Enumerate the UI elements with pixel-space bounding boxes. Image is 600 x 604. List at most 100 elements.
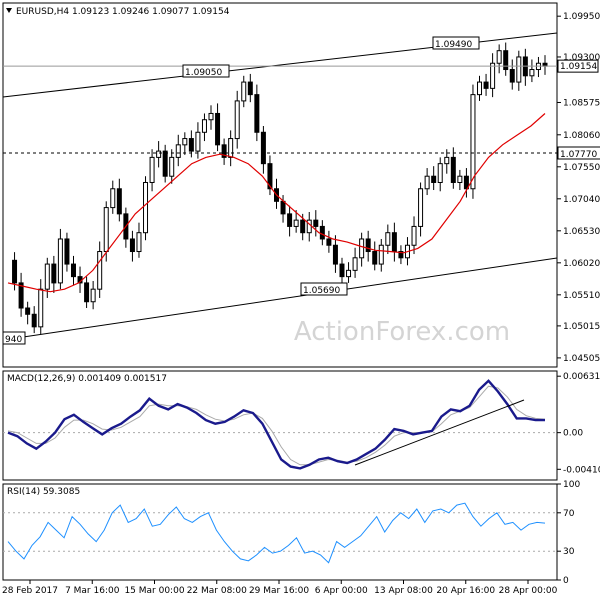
candle-body	[90, 288, 96, 303]
candle-body	[424, 175, 430, 190]
candle-body	[188, 138, 194, 152]
candle-body	[503, 50, 509, 71]
candle-body	[149, 156, 155, 183]
candle-body	[450, 156, 456, 183]
candle-body	[483, 81, 489, 89]
candle-body	[175, 144, 181, 158]
candle-body	[313, 219, 319, 227]
macd-ytick-label: 0.006319	[563, 372, 600, 382]
candle-body	[391, 232, 397, 253]
moving-average-line	[7, 113, 546, 293]
candle-body	[411, 225, 417, 246]
annotation-label: 1.09050	[185, 68, 222, 78]
candle-body	[457, 175, 463, 183]
candle-body	[496, 50, 502, 64]
rsi-panel-frame	[2, 483, 558, 581]
candle-body	[97, 251, 103, 290]
x-tick-label: 22 Mar 08:00	[187, 586, 247, 596]
candle-body	[260, 131, 266, 165]
candle-body	[221, 144, 227, 158]
candle-body	[31, 313, 37, 328]
candle-body	[332, 244, 338, 265]
price-ytick-label: 1.09950	[563, 12, 600, 22]
candle-body	[110, 188, 116, 209]
candle-body	[359, 238, 365, 259]
candle-body	[234, 100, 240, 140]
candle-body	[129, 238, 135, 253]
price-ytick-label: 1.07550	[563, 163, 600, 173]
candle-body	[18, 282, 24, 309]
candle-body	[25, 307, 31, 315]
price-ytick-label: 1.05510	[563, 291, 600, 301]
annotation-label: 1.05690	[303, 286, 340, 296]
title-dropdown-icon	[6, 8, 12, 13]
macd-panel-frame	[2, 370, 558, 481]
candle-body	[372, 251, 378, 265]
candle-body	[529, 69, 535, 77]
rsi-ytick-label: 30	[563, 547, 575, 557]
candle-body	[490, 62, 496, 89]
price-ytick-label: 1.06530	[563, 227, 600, 237]
candle-body	[287, 213, 293, 227]
candle-body	[201, 119, 207, 133]
candles-group	[12, 42, 548, 335]
annotation-box	[2, 331, 26, 345]
macd-ytick-label: -0.004102	[563, 465, 600, 475]
candle-body	[378, 244, 384, 265]
x-tick-label: 20 Apr 16:00	[436, 586, 495, 596]
price-ytick-label: 1.06020	[563, 259, 600, 269]
candle-body	[156, 150, 162, 158]
macd-main-line	[7, 379, 545, 470]
candle-body	[254, 94, 260, 133]
price-ytick-label: 1.09300	[563, 53, 600, 63]
annotation-label: 940	[5, 335, 22, 345]
candle-body	[247, 81, 253, 96]
x-tick-label: 13 Apr 08:00	[374, 586, 433, 596]
candle-body	[398, 251, 404, 259]
candle-body	[365, 238, 371, 253]
candle-body	[57, 238, 63, 284]
candle-body	[470, 94, 476, 190]
candle-body	[418, 188, 424, 227]
candle-body	[64, 238, 70, 265]
annotation-label: 1.07770	[560, 150, 597, 160]
candle-body	[215, 112, 221, 146]
candle-body	[509, 69, 515, 83]
candle-body	[385, 232, 391, 246]
candle-body	[293, 219, 299, 227]
x-tick-label: 6 Apr 00:00	[315, 586, 368, 596]
x-tick-label: 15 Mar 00:00	[124, 586, 184, 596]
candle-body	[516, 56, 522, 83]
channel-lower-line	[2, 257, 558, 341]
current-price-label: 1.09154	[560, 62, 597, 72]
candle-body	[267, 163, 273, 190]
candle-body	[300, 219, 306, 234]
candle-body	[319, 225, 325, 240]
candle-body	[116, 188, 122, 215]
candle-body	[241, 81, 247, 102]
candle-body	[431, 175, 437, 183]
annotation-box	[432, 36, 480, 50]
candle-body	[352, 257, 358, 271]
price-title: EURUSD,H4 1.09123 1.09246 1.09077 1.0915…	[16, 7, 230, 17]
candle-body	[339, 263, 345, 278]
candle-body	[44, 263, 50, 290]
candle-body	[51, 263, 57, 284]
candle-body	[326, 238, 332, 246]
candle-body	[182, 138, 188, 146]
annotation-box	[300, 282, 348, 296]
macd-ytick-label: 0.00	[563, 429, 583, 439]
candle-body	[444, 156, 450, 165]
candle-body	[12, 259, 18, 284]
candle-body	[84, 282, 90, 303]
x-tick-label: 29 Mar 16:00	[249, 586, 309, 596]
x-tick-label: 28 Feb 2017	[2, 586, 58, 596]
candle-body	[463, 175, 469, 190]
candle-body	[346, 269, 352, 278]
candle-body	[208, 112, 214, 121]
candle-body	[477, 81, 483, 96]
rsi-ytick-label: 0	[563, 576, 569, 586]
rsi-ytick-label: 100	[563, 480, 580, 490]
rsi-ytick-label: 70	[563, 509, 575, 519]
